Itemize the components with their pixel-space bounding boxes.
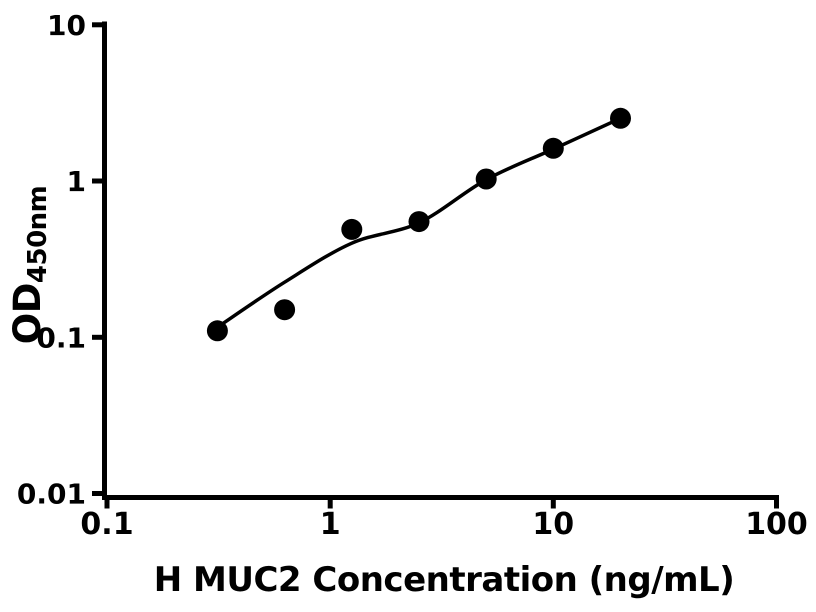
y-axis-title-main: OD [6,283,49,344]
y-tick-label: 0.1 [36,321,86,354]
y-tick-label: 1 [67,165,86,198]
data-point [542,137,564,159]
y-axis-title: OD450nm [6,186,53,345]
y-axis-title-subscript: 450nm [23,186,53,283]
y-ticks [92,22,105,496]
data-points-group [206,107,631,342]
y-tick-label: 0.01 [17,478,86,511]
data-point [408,211,430,233]
x-tick-label: 1 [320,507,341,542]
x-tick-label: 0.1 [80,507,133,542]
data-point [274,299,296,321]
x-tick-label: 10 [532,507,574,542]
x-tick-labels: 0.1 1 10 100 [80,507,807,542]
y-tick-label: 10 [47,9,86,42]
y-tick-labels: 0.01 0.1 1 10 [17,9,86,511]
x-tick-label: 100 [745,507,808,542]
data-point [475,168,497,190]
data-point [610,107,631,129]
data-point [341,218,363,240]
x-ticks [104,497,779,509]
x-axis-title: H MUC2 Concentration (ng/mL) [154,560,735,600]
data-point [206,320,228,342]
